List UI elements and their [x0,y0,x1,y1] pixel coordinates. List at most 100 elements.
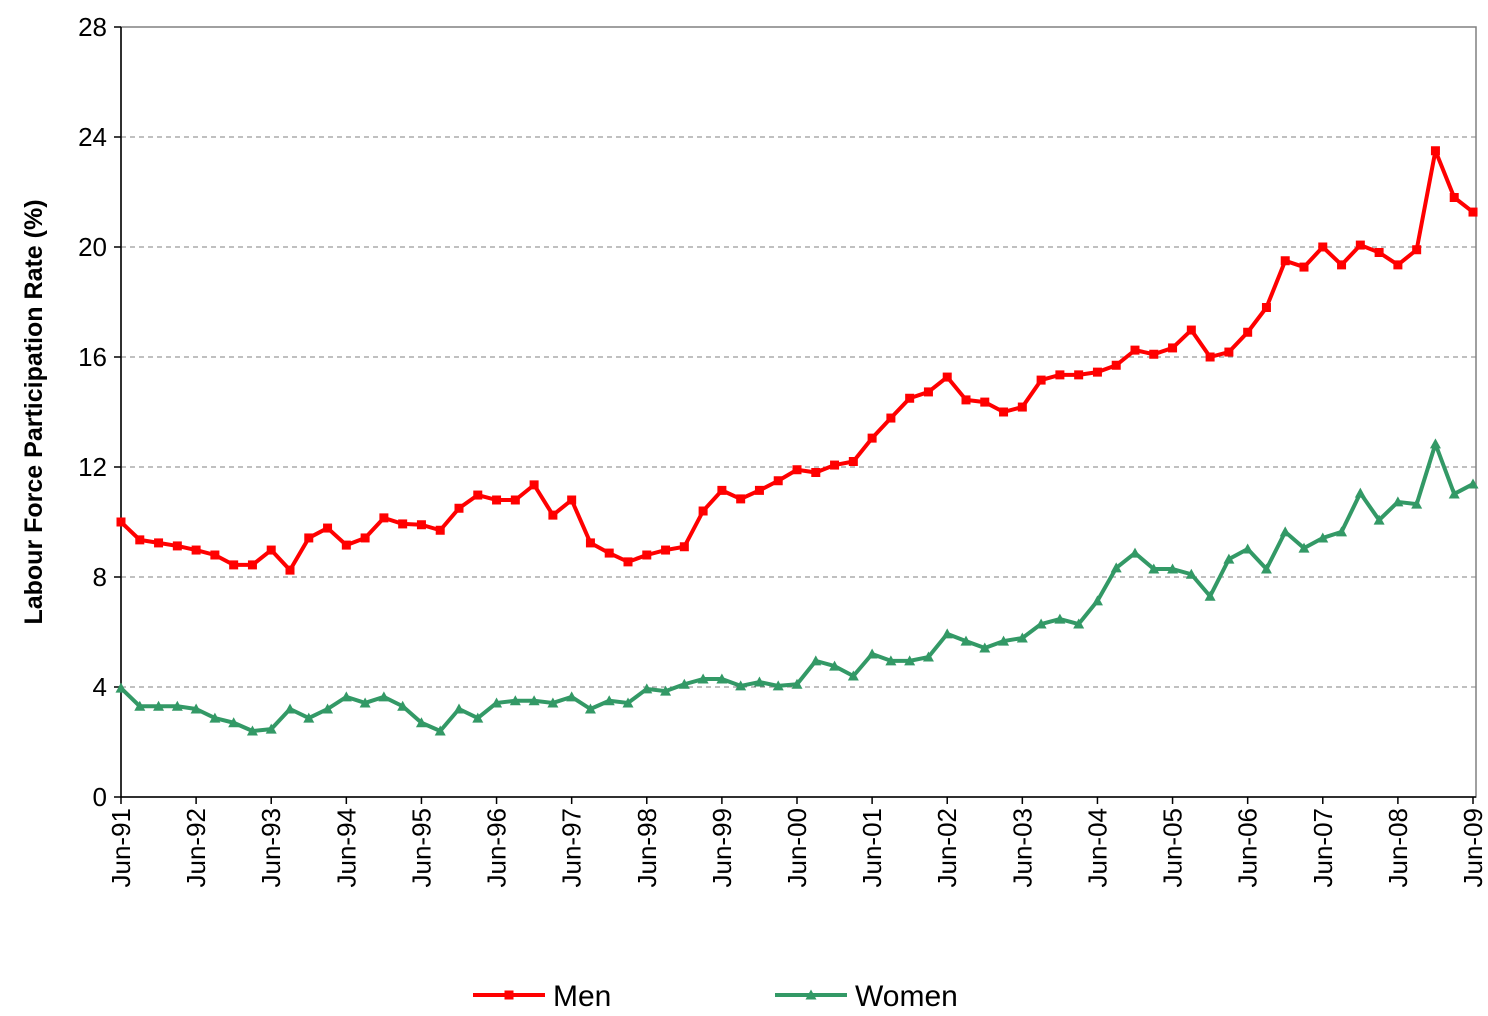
data-point [941,628,953,639]
data-point [885,655,897,666]
data-point [153,700,165,711]
data-point [135,535,145,545]
data-point [1260,563,1272,574]
x-tick-label: Jun-93 [256,808,286,888]
data-point [1036,375,1046,385]
data-point [1054,613,1066,624]
data-point [660,685,672,696]
x-tick-label: Jun-03 [1007,808,1037,888]
data-point [435,525,445,535]
data-point [1242,543,1254,554]
data-point [1430,146,1440,156]
data-point [378,691,390,702]
data-point [1110,562,1122,573]
data-point [415,717,427,728]
data-point [623,557,633,567]
x-tick-label: Jun-92 [181,808,211,888]
data-point [1243,327,1253,337]
data-point [1279,526,1291,537]
data-point [904,655,916,666]
data-point [303,712,315,723]
data-point [323,523,333,533]
data-point [811,468,821,477]
data-point [923,387,933,397]
y-tick-label: 4 [93,672,107,702]
data-point [134,700,146,711]
y-tick-label: 16 [78,342,107,372]
y-tick-label: 24 [78,122,107,152]
y-tick-label: 28 [78,12,107,42]
data-point [622,697,634,708]
data-point [866,648,878,659]
y-tick-label: 12 [78,452,107,482]
data-point [1429,438,1441,449]
data-point [678,678,690,689]
data-point [1074,370,1084,380]
data-point [980,397,990,407]
data-point [1149,349,1159,359]
data-point [886,413,896,423]
legend-marker [805,989,817,1000]
data-point [698,506,708,516]
x-tick-label: Jun-00 [782,808,812,888]
data-point [1224,347,1234,357]
data-point [753,676,765,687]
data-point [922,651,934,662]
data-point [1167,563,1179,574]
data-point [999,407,1009,417]
data-point [585,538,595,548]
data-point [754,485,764,495]
x-tick-label: Jun-95 [406,808,436,888]
data-point [210,550,220,560]
data-point [979,642,991,653]
data-point [1205,352,1215,362]
data-point [191,545,201,555]
data-point [1261,303,1271,312]
data-point [1017,402,1027,412]
data-point [1186,325,1196,335]
data-point [171,700,183,711]
data-point [265,723,277,734]
data-point [848,457,858,466]
data-point [641,683,653,694]
x-tick-label: Jun-01 [857,808,887,888]
x-tick-label: Jun-91 [106,808,136,888]
data-point [1148,563,1160,574]
data-point [679,542,689,552]
data-point [472,712,484,723]
data-point [1129,547,1141,558]
x-tick-label: Jun-98 [632,808,662,888]
data-point [1468,207,1478,217]
data-point [116,517,126,527]
data-point [547,697,559,708]
data-point [209,712,221,723]
data-point [1168,343,1178,353]
data-point [285,565,295,575]
data-point [961,395,971,405]
x-tick-label: Jun-94 [331,808,361,888]
x-tick-label: Jun-04 [1082,808,1112,888]
series-line [119,148,1475,573]
data-point [1393,260,1403,270]
data-point [397,700,409,711]
data-point [340,691,352,702]
data-point [942,372,952,382]
data-point [359,697,371,708]
x-tick-label: Jun-99 [707,808,737,888]
x-tick-label: Jun-96 [482,808,512,888]
x-tick-label: Jun-07 [1308,808,1338,888]
data-point [510,495,520,505]
data-point [229,560,239,570]
data-point [304,533,314,543]
data-point [1204,590,1216,601]
data-point [1412,245,1422,255]
data-point [773,476,783,486]
data-point [1092,367,1102,377]
data-point [284,703,296,714]
data-point [1354,487,1366,498]
data-point [528,695,540,706]
data-point [1318,242,1328,252]
data-point [791,678,803,689]
x-tick-label: Jun-97 [557,808,587,888]
